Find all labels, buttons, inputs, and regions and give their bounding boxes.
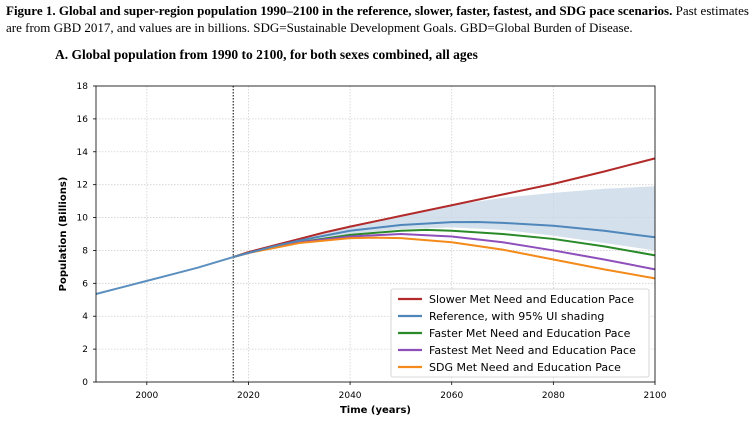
- x-tick-label: 2020: [237, 391, 260, 401]
- y-tick-label: 2: [82, 345, 88, 355]
- series-line-1: [232, 220, 656, 258]
- panel-title: A. Global population from 1990 to 2100, …: [55, 47, 478, 62]
- caption-bold: Figure 1. Global and super-region popula…: [6, 3, 673, 18]
- series-lines: [95, 157, 656, 295]
- legend-box: [390, 288, 650, 378]
- y-tick-label: 6: [82, 279, 88, 289]
- y-tick-label: 16: [77, 115, 89, 125]
- x-tick-label: 2000: [135, 391, 158, 401]
- y-tick-label: 8: [82, 246, 88, 256]
- legend-entry: Reference, with 95% UI shading: [429, 310, 604, 323]
- caption-rest: Past estimates are from GBD 2017, and va…: [6, 3, 749, 35]
- legend-entry: Fastest Met Need and Education Pace: [429, 344, 636, 357]
- y-tick-label: 0: [82, 378, 88, 388]
- x-tick-label: 2100: [644, 391, 667, 401]
- series-line-4: [232, 236, 656, 280]
- y-tick-label: 4: [82, 312, 88, 322]
- plot-frame: [95, 85, 656, 383]
- y-tick-label: 18: [77, 82, 89, 92]
- x-tick-label: 2080: [542, 391, 565, 401]
- figure-caption: Figure 1. Global and super-region popula…: [6, 2, 751, 36]
- x-tick-label: 2040: [339, 391, 362, 401]
- y-tick-label: 14: [77, 148, 89, 158]
- past-estimate-line: [95, 256, 234, 295]
- legend: Slower Met Need and Education Pace Refere…: [390, 288, 650, 378]
- legend-entry: Faster Met Need and Education Pace: [429, 327, 631, 340]
- y-axis-label: Population (Billions): [58, 177, 69, 292]
- x-tick-label: 2060: [440, 391, 463, 401]
- legend-entry: SDG Met Need and Education Pace: [429, 361, 621, 374]
- legend-entry: Slower Met Need and Education Pace: [429, 293, 634, 306]
- x-axis-label: Time (years): [340, 405, 411, 416]
- axes: 0 2 4 6 8 10 12 14 16 18 2000 2020 2040 2060 2080 2100: [77, 82, 667, 401]
- y-tick-label: 10: [77, 214, 89, 224]
- y-tick-label: 12: [77, 181, 88, 191]
